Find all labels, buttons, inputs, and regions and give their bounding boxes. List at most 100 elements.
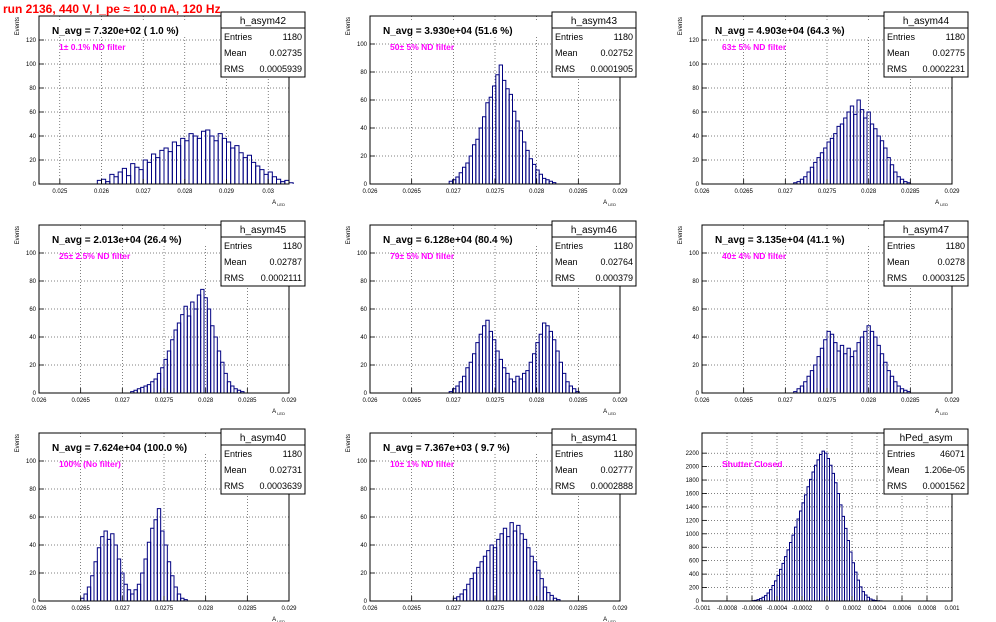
y-tick-label: 20 — [29, 571, 36, 577]
histogram-panel-6: 0.026 0.0265 0.027 0.0275 0.028 0.0285 0.029 0 2… — [678, 220, 969, 416]
x-axis-label: A LED — [272, 200, 285, 207]
stats-box — [551, 236, 637, 287]
x-tick-label: 0.0285 — [569, 189, 588, 195]
stats-key: Mean — [224, 465, 247, 475]
x-tick-label: 0.028 — [529, 398, 545, 404]
x-tick-label: 0.029 — [612, 398, 628, 404]
x-tick-label: 0.027 — [778, 398, 794, 404]
stats-value: 1180 — [614, 32, 633, 42]
y-tick-label: 100 — [689, 62, 700, 68]
y-tick-label: 80 — [692, 86, 699, 92]
header-box — [44, 231, 224, 246]
y-tick-label: 2200 — [686, 451, 700, 457]
y-tick-label: 80 — [29, 86, 36, 92]
x-axis-label: A LED — [603, 200, 616, 207]
y-tick-label: 100 — [26, 459, 37, 465]
y-tick-label: 40 — [360, 543, 367, 549]
y-tick-label: 60 — [360, 98, 367, 104]
y-tick-label: 0 — [33, 599, 37, 605]
x-tick-label: -0.001 — [693, 606, 711, 612]
stats-key: RMS — [224, 273, 244, 283]
stats-key: RMS — [555, 273, 575, 283]
stats-box — [220, 236, 306, 287]
stats-title: h_asym42 — [240, 16, 287, 27]
header-box — [375, 231, 555, 246]
stats-value: 0.02752 — [600, 48, 633, 58]
y-tick-label: 1000 — [686, 532, 700, 538]
y-tick-label: 20 — [29, 363, 36, 369]
stats-value: 0.0003639 — [259, 481, 302, 491]
stats-value: 0.0002888 — [590, 481, 633, 491]
y-tick-label: 60 — [360, 307, 367, 313]
y-tick-label: 40 — [29, 543, 36, 549]
y-tick-label: 0 — [364, 599, 368, 605]
stats-value: 1180 — [614, 449, 633, 459]
y-axis-label: Events — [346, 434, 352, 452]
stats-box — [883, 444, 969, 495]
y-tick-label: 100 — [26, 251, 37, 257]
y-tick-label: 60 — [29, 110, 36, 116]
stats-key: Mean — [555, 257, 578, 267]
y-tick-label: 40 — [360, 335, 367, 341]
stats-key: Entries — [224, 32, 253, 42]
stats-key: RMS — [887, 481, 907, 491]
x-tick-label: 0.026 — [31, 606, 47, 612]
x-tick-label: 0.027 — [446, 606, 462, 612]
x-tick-label: 0.0285 — [238, 398, 257, 404]
histogram-bin — [556, 599, 561, 601]
stats-title: h_asym44 — [903, 16, 950, 27]
histogram-panel-1: 0.025 0.026 0.027 0.028 0.029 0.03 0 20 40 60 80 10… — [15, 11, 306, 207]
y-tick-label: 0 — [33, 391, 37, 397]
stats-key: Entries — [887, 449, 916, 459]
stats-value: 1180 — [614, 241, 633, 251]
stats-value: 0.0001562 — [922, 481, 965, 491]
stats-key: Entries — [555, 241, 584, 251]
histogram-panel-3: 0.026 0.0265 0.027 0.0275 0.028 0.0285 0.029 0 2… — [678, 11, 969, 207]
x-tick-label: 0.027 — [778, 189, 794, 195]
stats-value: 0.02787 — [269, 257, 302, 267]
y-tick-label: 120 — [689, 38, 700, 44]
y-axis-label: Events — [15, 226, 21, 244]
n-avg-label: N_avg = 7.320e+02 ( 1.0 %) — [52, 26, 179, 37]
x-tick-label: 0.028 — [861, 189, 877, 195]
x-tick-label: 0.026 — [362, 606, 378, 612]
x-tick-label: 0.026 — [694, 189, 710, 195]
histogram-panel-7: 0.026 0.0265 0.027 0.0275 0.028 0.0285 0.029 0 2… — [15, 428, 306, 622]
stats-box — [220, 27, 306, 78]
histogram-bin — [575, 391, 580, 393]
x-tick-label: 0.03 — [262, 189, 274, 195]
histogram-bin — [552, 182, 557, 184]
stats-value: 0.0002231 — [922, 64, 965, 74]
y-tick-label: 60 — [360, 515, 367, 521]
x-axis-label: A LED — [935, 409, 948, 416]
y-tick-label: 20 — [360, 154, 367, 160]
y-tick-label: 0 — [696, 182, 700, 188]
stats-key: RMS — [887, 64, 907, 74]
x-tick-label: 0.029 — [612, 606, 628, 612]
x-tick-label: 0.028 — [529, 189, 545, 195]
y-tick-label: 60 — [692, 110, 699, 116]
stats-value: 0.0003125 — [922, 273, 965, 283]
y-tick-label: 80 — [29, 279, 36, 285]
n-avg-label: N_avg = 6.128e+04 (80.4 %) — [383, 235, 513, 246]
histogram-bin — [183, 599, 188, 601]
stats-value: 1180 — [946, 32, 965, 42]
x-tick-label: 0.026 — [94, 189, 110, 195]
stats-title: h_asym41 — [571, 433, 618, 444]
x-tick-label: 0.027 — [115, 398, 131, 404]
x-axis-label: A LED — [272, 409, 285, 416]
x-tick-label: 0.029 — [219, 189, 235, 195]
y-tick-label: 1400 — [686, 505, 700, 511]
stats-box — [883, 236, 969, 287]
x-axis-label: A LED — [603, 617, 616, 622]
y-axis-label: Events — [346, 226, 352, 244]
y-tick-label: 800 — [689, 545, 700, 551]
y-tick-label: 100 — [357, 251, 368, 257]
stats-value: 1180 — [283, 241, 302, 251]
y-tick-label: 80 — [29, 487, 36, 493]
stats-value: 1180 — [283, 32, 302, 42]
x-tick-label: 0.026 — [362, 189, 378, 195]
stats-key: Mean — [224, 257, 247, 267]
x-tick-label: 0.0275 — [486, 189, 505, 195]
y-axis-label: Events — [15, 17, 21, 35]
